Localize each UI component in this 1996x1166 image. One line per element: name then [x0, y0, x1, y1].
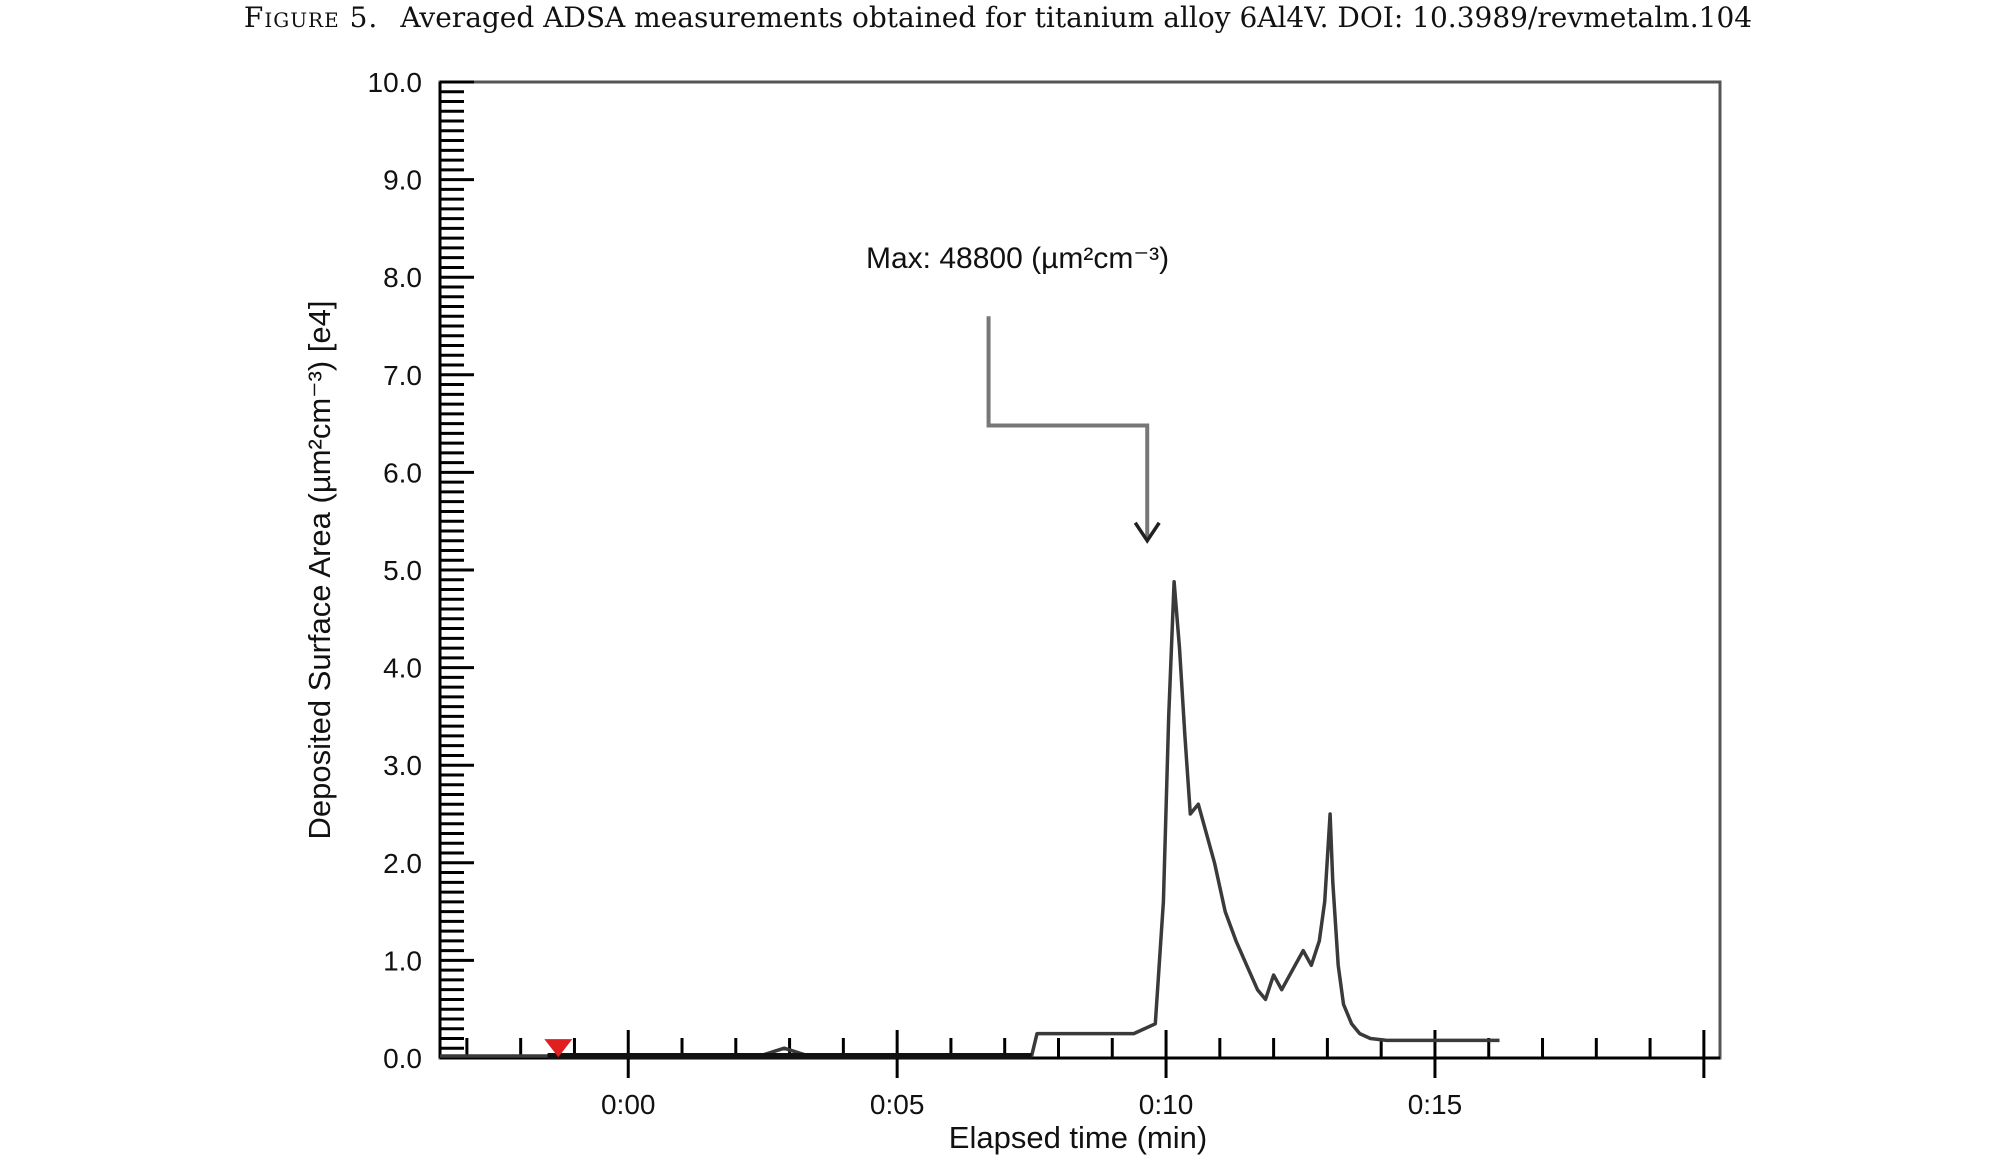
y-tick-label: 8.0	[383, 262, 422, 293]
y-tick-label: 7.0	[383, 360, 422, 391]
y-tick-label: 1.0	[383, 945, 422, 976]
max-callout	[986, 316, 1161, 544]
x-axis-tick-labels: 0:00 0:05 0:10 0:15	[601, 1089, 1462, 1120]
figure-label: Figure 5.	[243, 1, 379, 34]
callout-bracket	[986, 316, 1150, 541]
plot-frame	[438, 80, 1722, 1060]
y-tick-label: 2.0	[383, 848, 422, 879]
y-tick-label: 3.0	[383, 750, 422, 781]
y-tick-label: 0.0	[383, 1043, 422, 1074]
y-tick-label: 5.0	[383, 555, 422, 586]
figure-caption-text: Averaged ADSA measurements obtained for …	[400, 1, 1753, 34]
x-tick-label: 0:05	[870, 1089, 925, 1120]
max-annotation-label: Max: 48800 (µm²cm⁻³)	[866, 242, 1169, 275]
y-axis-ticks	[438, 80, 474, 1060]
y-tick-label: 10.0	[368, 67, 423, 98]
x-tick-label: 0:00	[601, 1089, 656, 1120]
y-tick-label: 6.0	[383, 457, 422, 488]
callout-arrowhead	[1133, 521, 1161, 544]
figure-caption: Figure 5. Averaged ADSA measurements obta…	[0, 0, 1996, 36]
y-axis-tick-labels: 0.0 1.0 2.0 3.0 4.0 5.0 6.0 7.0 8.0 9.0 10.0	[368, 67, 423, 1074]
y-tick-label: 4.0	[383, 653, 422, 684]
deposited-area-series-line	[440, 579, 1500, 1058]
x-tick-label: 0:10	[1139, 1089, 1194, 1120]
x-axis-title: Elapsed time (min)	[949, 1120, 1207, 1155]
y-axis-title: Deposited Surface Area (µm²cm⁻³) [e4]	[302, 300, 337, 839]
series-layer	[440, 579, 1500, 1060]
red-marker	[544, 1039, 573, 1058]
x-tick-label: 0:15	[1408, 1089, 1463, 1120]
y-tick-label: 9.0	[383, 165, 422, 196]
